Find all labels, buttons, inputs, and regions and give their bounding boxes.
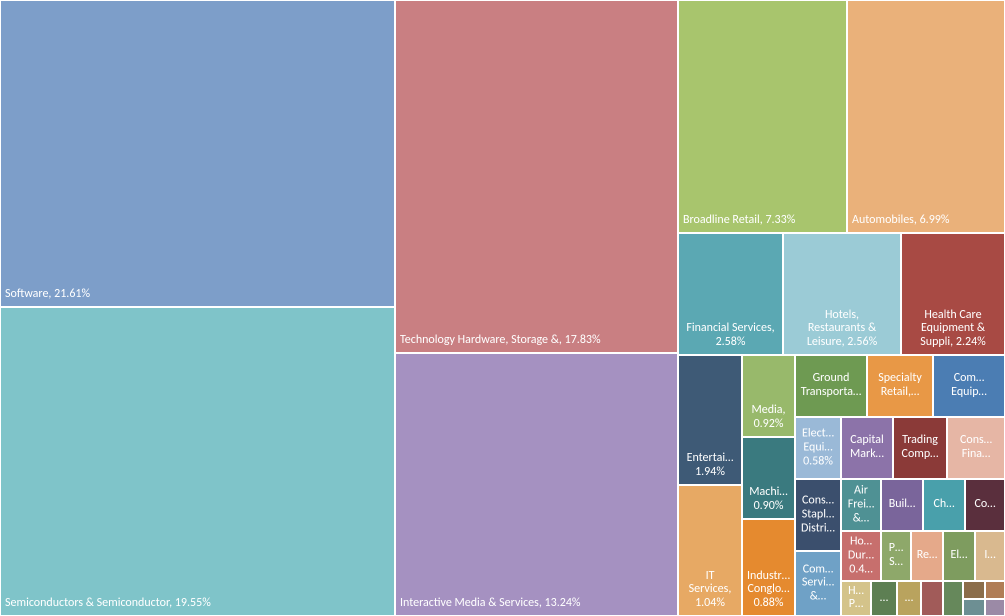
treemap-tile-label: Industr… Conglo… 0.88% [747, 570, 790, 611]
treemap-tile: Broadline Retail, 7.33% [678, 0, 847, 233]
treemap-tile: H… P… [841, 581, 871, 616]
treemap-tile: Entertai… 1.94% [678, 355, 742, 485]
treemap-tile-label: Machi… 0.90% [747, 486, 790, 514]
treemap-tile-label: Software, 21.61% [5, 288, 390, 302]
treemap-tile: Automobiles, 6.99% [847, 0, 1005, 233]
treemap-tile: Buil… [881, 479, 923, 531]
treemap-tile-label: Ch… [928, 498, 960, 512]
treemap-tile: Technology Hardware, Storage &, 17.83% [395, 0, 678, 353]
treemap-tile: IT Services, 1.04% [678, 485, 742, 616]
treemap-tile [943, 581, 963, 616]
treemap-tile [963, 581, 985, 599]
treemap-tile: Com… Servi… &… [795, 551, 841, 616]
treemap-tile-label: Media, 0.92% [747, 404, 790, 432]
treemap-tile: Ch… [923, 479, 965, 531]
treemap-tile: Cons… Stapl… Distri… [795, 479, 841, 551]
treemap-tile-label: Ground Transporta… [800, 372, 862, 400]
treemap-tile [985, 581, 1005, 599]
treemap-tile: Co… [965, 479, 1005, 531]
treemap-tile: Re… [911, 531, 943, 581]
treemap-tile: … [897, 581, 921, 616]
treemap-tile-label: Hotels, Restaurants & Leisure, 2.56% [788, 309, 896, 350]
treemap-tile: P… S… [881, 531, 911, 581]
treemap-tile-label: Financial Services, 2.58% [683, 322, 778, 350]
treemap-tile: … [871, 581, 897, 616]
treemap-tile: Elect… Equi… 0.58% [795, 417, 841, 479]
treemap-tile: Ho… Dur… 0.4… [841, 531, 881, 581]
treemap-tile-label: Health Care Equipment & Suppli, 2.24% [906, 309, 1000, 350]
treemap-tile: Media, 0.92% [742, 355, 795, 437]
treemap-tile: Ground Transporta… [795, 355, 867, 417]
treemap-tile: Trading Comp… [893, 417, 947, 479]
treemap-tile: Semiconductors & Semiconductor, 19.55% [0, 307, 395, 616]
treemap-chart: Software, 21.61% Semiconductors & Semicon… [0, 0, 1005, 616]
treemap-tile: Cons… Fina… [947, 417, 1005, 479]
treemap-tile-label: Interactive Media & Services, 13.24% [400, 597, 673, 611]
treemap-tile-label: IT Services, 1.04% [683, 570, 737, 611]
treemap-tile: Health Care Equipment & Suppli, 2.24% [901, 233, 1005, 355]
treemap-tile: El… [943, 531, 975, 581]
treemap-tile-label: Air Frei… &… [846, 484, 876, 525]
treemap-tile: Specialty Retail,… [867, 355, 933, 417]
treemap-tile-label: P… S… [886, 542, 906, 570]
treemap-tile: Industr… Conglo… 0.88% [742, 519, 795, 616]
treemap-tile-label: Re… [916, 549, 938, 563]
treemap-tile-label: Technology Hardware, Storage &, 17.83% [400, 334, 673, 348]
treemap-tile-label: El… [948, 549, 970, 563]
treemap-tile-label: Cons… Fina… [952, 434, 1000, 462]
treemap-tile: Interactive Media & Services, 13.24% [395, 353, 678, 616]
treemap-tile-label: Trading Comp… [898, 434, 942, 462]
treemap-tile-label: Com… Equip… [938, 372, 1000, 400]
treemap-tile: Com… Equip… [933, 355, 1005, 417]
treemap-tile-label: I… [980, 549, 1000, 563]
treemap-tile-label: Specialty Retail,… [872, 372, 928, 400]
treemap-tile-label: Broadline Retail, 7.33% [683, 214, 842, 228]
treemap-tile: Hotels, Restaurants & Leisure, 2.56% [783, 233, 901, 355]
treemap-tile-label: H… P… [846, 585, 866, 613]
treemap-tile-label: Buil… [886, 498, 918, 512]
treemap-tile-label: Com… Servi… &… [800, 563, 836, 604]
treemap-tile-label: Semiconductors & Semiconductor, 19.55% [5, 597, 390, 611]
treemap-tile-label: … [876, 592, 892, 606]
treemap-tile: Financial Services, 2.58% [678, 233, 783, 355]
treemap-tile-label: … [902, 592, 916, 606]
treemap-tile [985, 599, 1005, 616]
treemap-tile [963, 599, 985, 616]
treemap-tile-label: Automobiles, 6.99% [852, 214, 1000, 228]
treemap-tile: Air Frei… &… [841, 479, 881, 531]
treemap-tile-label: Elect… Equi… 0.58% [800, 427, 836, 468]
treemap-tile-label: Ho… Dur… 0.4… [846, 535, 876, 576]
treemap-tile: Capital Mark… [841, 417, 893, 479]
treemap-tile: Software, 21.61% [0, 0, 395, 307]
treemap-tile-label: Cons… Stapl… Distri… [800, 494, 836, 535]
treemap-tile-label: Capital Mark… [846, 434, 888, 462]
treemap-tile [921, 581, 943, 616]
treemap-tile: Machi… 0.90% [742, 437, 795, 519]
treemap-tile-label: Entertai… 1.94% [683, 452, 737, 480]
treemap-tile-label: Co… [970, 498, 1000, 512]
treemap-tile: I… [975, 531, 1005, 581]
